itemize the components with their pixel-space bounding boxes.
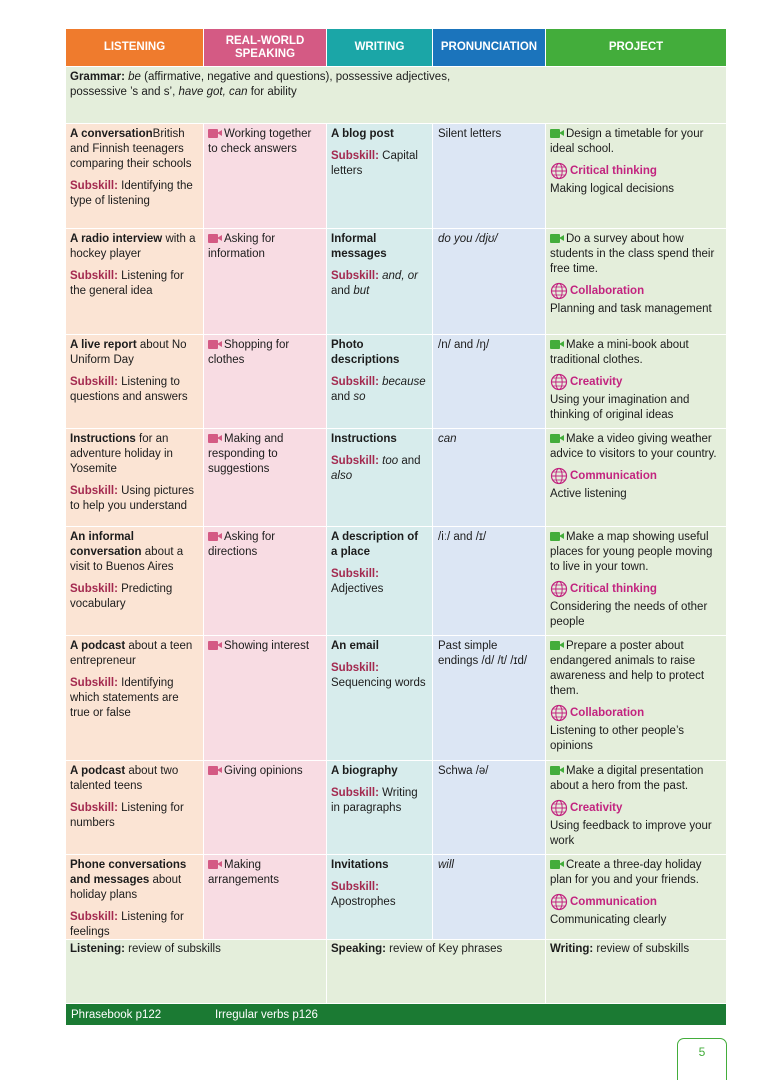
project-cell: Make a map showing useful places for you… bbox=[546, 527, 726, 635]
video-camera-icon bbox=[550, 434, 564, 443]
writing-cell: A description of a place Subskill: Adject… bbox=[327, 527, 432, 635]
irregular-verbs-link: Irregular verbs p126 bbox=[215, 1008, 318, 1021]
pronunciation-cell: Schwa /ə/ bbox=[433, 761, 545, 854]
writing-cell: Photo descriptions Subskill: because and … bbox=[327, 335, 432, 428]
header-project: PROJECT bbox=[546, 29, 726, 66]
video-camera-icon bbox=[550, 641, 564, 650]
writing-cell: Informal messages Subskill: and, or and b… bbox=[327, 229, 432, 334]
project-cell: Make a mini-book about traditional cloth… bbox=[546, 335, 726, 428]
table-row: An informal conversation about a visit t… bbox=[66, 527, 726, 635]
table-row: A radio interview with a hockey player Su… bbox=[66, 229, 726, 334]
table-row: Phone conversations and messages about h… bbox=[66, 855, 726, 939]
globe-icon bbox=[550, 893, 568, 911]
table-row: Instructions for an adventure holiday in… bbox=[66, 429, 726, 526]
globe-icon bbox=[550, 704, 568, 722]
header-pronunciation: PRONUNCIATION bbox=[433, 29, 545, 66]
writing-cell: Instructions Subskill: too and also bbox=[327, 429, 432, 526]
video-camera-icon bbox=[208, 641, 222, 650]
review-speaking: Speaking: review of Key phrases bbox=[327, 940, 545, 1003]
grammar-row: Grammar: be (affirmative, negative and q… bbox=[66, 67, 726, 123]
speaking-cell: Asking for information bbox=[204, 229, 326, 334]
globe-icon bbox=[550, 162, 568, 180]
listening-cell: A conversationBritish and Finnish teenag… bbox=[66, 124, 203, 228]
speaking-cell: Shopping for clothes bbox=[204, 335, 326, 428]
pronunciation-cell: Silent letters bbox=[433, 124, 545, 228]
listening-cell: Instructions for an adventure holiday in… bbox=[66, 429, 203, 526]
speaking-cell: Working together to check answers bbox=[204, 124, 326, 228]
pronunciation-cell: Past simple endings /d/ /t/ /ɪd/ bbox=[433, 636, 545, 760]
page-number: 5 bbox=[677, 1038, 727, 1080]
speaking-cell: Showing interest bbox=[204, 636, 326, 760]
speaking-cell: Making arrangements bbox=[204, 855, 326, 939]
video-camera-icon bbox=[550, 234, 564, 243]
header-listening: LISTENING bbox=[66, 29, 203, 66]
writing-cell: An email Subskill: Sequencing words bbox=[327, 636, 432, 760]
speaking-cell: Making and responding to suggestions bbox=[204, 429, 326, 526]
thinking-skill-label: Collaboration bbox=[550, 282, 721, 300]
project-cell: Make a digital presentation about a hero… bbox=[546, 761, 726, 854]
table-row: A conversationBritish and Finnish teenag… bbox=[66, 124, 726, 228]
project-cell: Do a survey about how students in the cl… bbox=[546, 229, 726, 334]
listening-cell: A podcast about a teen entrepreneur Subsk… bbox=[66, 636, 203, 760]
video-camera-icon bbox=[550, 532, 564, 541]
speaking-cell: Giving opinions bbox=[204, 761, 326, 854]
video-camera-icon bbox=[550, 860, 564, 869]
video-camera-icon bbox=[208, 129, 222, 138]
header-speaking: REAL-WORLD SPEAKING bbox=[204, 29, 326, 66]
table-row: A podcast about a teen entrepreneur Subsk… bbox=[66, 636, 726, 760]
writing-cell: A blog post Subskill: Capital letters bbox=[327, 124, 432, 228]
globe-icon bbox=[550, 373, 568, 391]
video-camera-icon bbox=[550, 340, 564, 349]
video-camera-icon bbox=[208, 860, 222, 869]
thinking-skill-label: Critical thinking bbox=[550, 580, 721, 598]
review-listening: Listening: review of subskills bbox=[66, 940, 326, 1003]
video-camera-icon bbox=[208, 532, 222, 541]
listening-cell: A radio interview with a hockey player Su… bbox=[66, 229, 203, 334]
project-cell: Design a timetable for your ideal school… bbox=[546, 124, 726, 228]
listening-cell: An informal conversation about a visit t… bbox=[66, 527, 203, 635]
pronunciation-cell: will bbox=[433, 855, 545, 939]
project-cell: Prepare a poster about endangered animal… bbox=[546, 636, 726, 760]
writing-cell: Invitations Subskill: Apostrophes bbox=[327, 855, 432, 939]
pronunciation-cell: do you /djʊ/ bbox=[433, 229, 545, 334]
writing-cell: A biography Subskill: Writing in paragrap… bbox=[327, 761, 432, 854]
speaking-cell: Asking for directions bbox=[204, 527, 326, 635]
project-cell: Create a three-day holiday plan for you … bbox=[546, 855, 726, 939]
pronunciation-cell: /iː/ and /ɪ/ bbox=[433, 527, 545, 635]
phrasebook-link: Phrasebook p122 bbox=[71, 1008, 162, 1021]
thinking-skill-label: Creativity bbox=[550, 373, 721, 391]
thinking-skill-label: Communication bbox=[550, 893, 721, 911]
header-writing: WRITING bbox=[327, 29, 432, 66]
video-camera-icon bbox=[208, 434, 222, 443]
thinking-skill-label: Creativity bbox=[550, 799, 721, 817]
listening-cell: A podcast about two talented teens Subski… bbox=[66, 761, 203, 854]
thinking-skill-label: Collaboration bbox=[550, 704, 721, 722]
table-row: A live report about No Uniform Day Subski… bbox=[66, 335, 726, 428]
review-row: Listening: review of subskills Speaking:… bbox=[66, 940, 726, 1003]
video-camera-icon bbox=[208, 234, 222, 243]
video-camera-icon bbox=[550, 129, 564, 138]
project-cell: Make a video giving weather advice to vi… bbox=[546, 429, 726, 526]
globe-icon bbox=[550, 580, 568, 598]
table-row: A podcast about two talented teens Subski… bbox=[66, 761, 726, 854]
video-camera-icon bbox=[208, 766, 222, 775]
thinking-skill-label: Critical thinking bbox=[550, 162, 721, 180]
globe-icon bbox=[550, 282, 568, 300]
review-writing: Writing: review of subskills bbox=[546, 940, 726, 1003]
listening-cell: A live report about No Uniform Day Subski… bbox=[66, 335, 203, 428]
footer-bar: Phrasebook p122 Irregular verbs p126 bbox=[66, 1004, 726, 1025]
listening-cell: Phone conversations and messages about h… bbox=[66, 855, 203, 939]
video-camera-icon bbox=[550, 766, 564, 775]
thinking-skill-label: Communication bbox=[550, 467, 721, 485]
globe-icon bbox=[550, 799, 568, 817]
pronunciation-cell: can bbox=[433, 429, 545, 526]
video-camera-icon bbox=[208, 340, 222, 349]
globe-icon bbox=[550, 467, 568, 485]
pronunciation-cell: /n/ and /ŋ/ bbox=[433, 335, 545, 428]
